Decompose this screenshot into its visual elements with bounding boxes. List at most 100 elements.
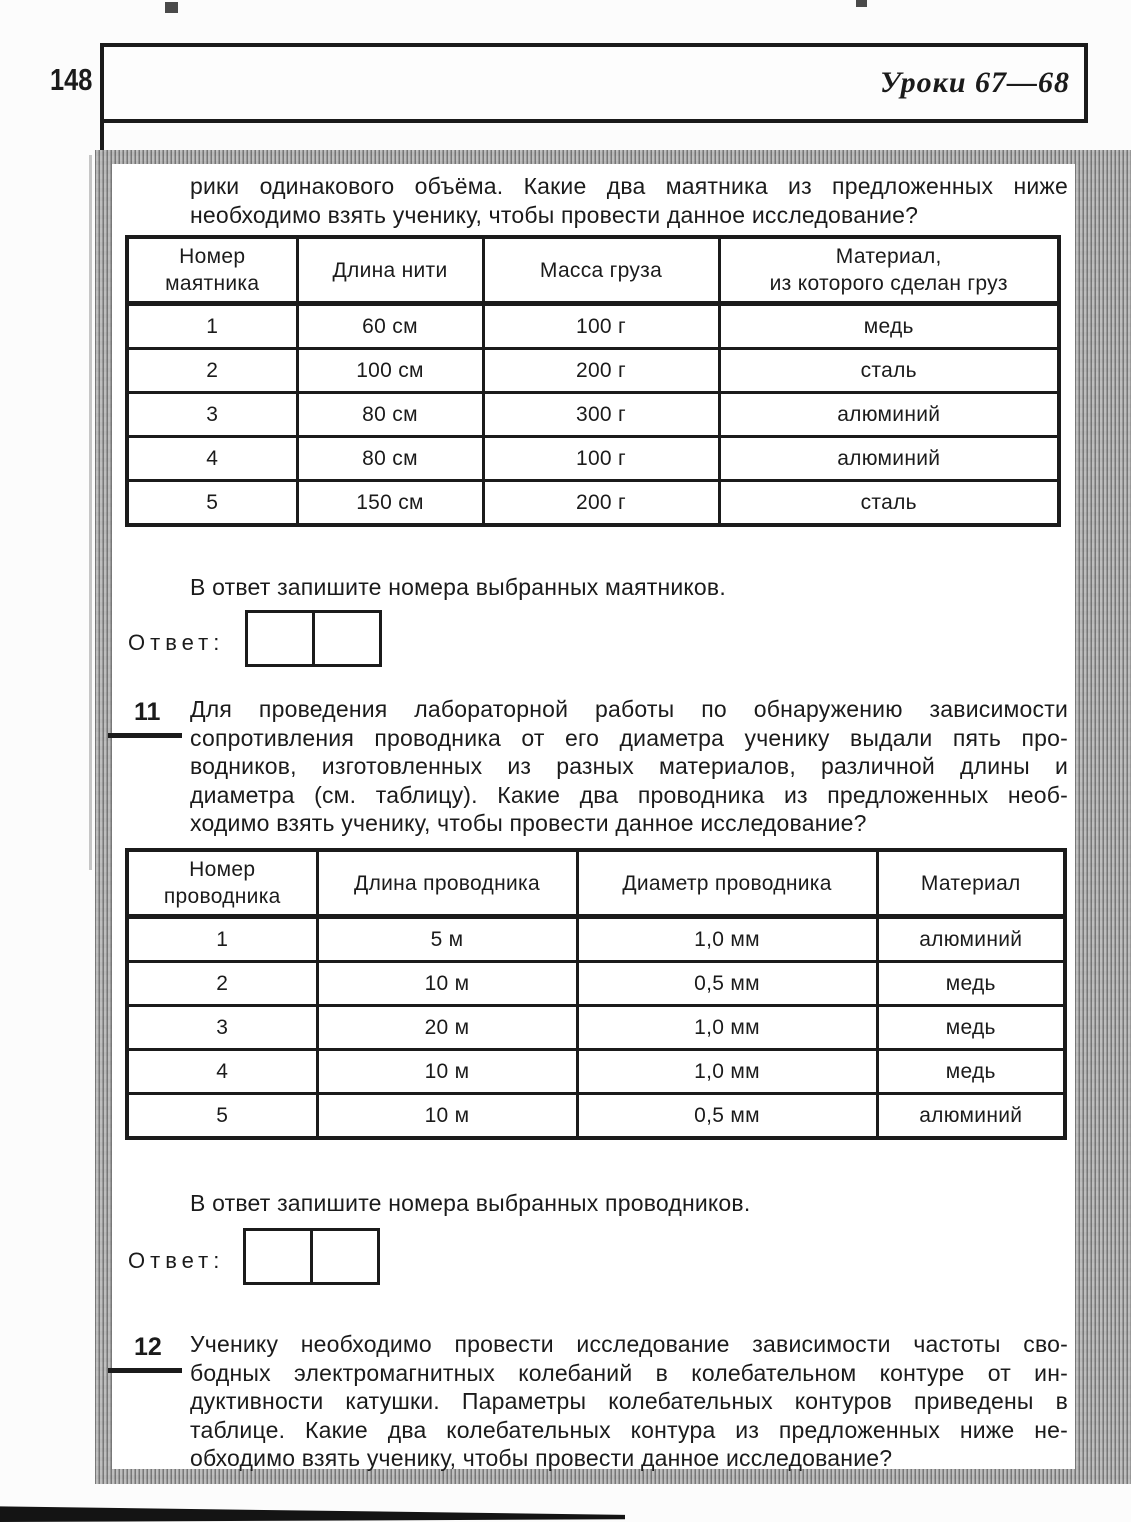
table-cell: 2 xyxy=(125,347,299,394)
table-cell: медь xyxy=(717,302,1061,350)
table-cell: 300 г xyxy=(481,391,721,438)
table-cell: 100 г xyxy=(481,435,721,482)
answer-boxes-2 xyxy=(243,1228,380,1285)
answer-box-cell xyxy=(310,1231,377,1282)
question-11-text: Для проведения лабораторной работы по об… xyxy=(190,695,1068,838)
table-row: 5 150 см 200 г сталь xyxy=(125,479,1061,527)
question-12-text: Ученику необходимо провести исследование… xyxy=(190,1330,1068,1473)
table-cell: 5 м xyxy=(315,915,579,963)
table-row: 4 10 м 1,0 мм медь xyxy=(125,1048,1067,1095)
header-left-border-extension xyxy=(100,123,104,152)
scan-artifact-wedge xyxy=(0,1506,625,1522)
table-cell: 200 г xyxy=(481,479,721,527)
table-cell: 0,5 мм xyxy=(575,1092,879,1140)
text-line: рики одинакового объёма. Какие два маятн… xyxy=(190,173,1068,199)
column-header: Номер маятника xyxy=(125,235,299,306)
table-cell: 1,0 мм xyxy=(575,1004,879,1051)
table-row: 3 80 см 300 г алюминий xyxy=(125,391,1061,438)
table-cell: 10 м xyxy=(315,960,579,1007)
column-header: Номер проводника xyxy=(125,848,319,919)
table-cell: 4 xyxy=(125,1048,319,1095)
table-cell: 80 см xyxy=(295,391,485,438)
answer-label-2: Ответ: xyxy=(128,1248,225,1273)
table-row: 2 100 см 200 г сталь xyxy=(125,347,1061,394)
question-number-11: 11 xyxy=(134,698,161,726)
table-cell: 20 м xyxy=(315,1004,579,1051)
question-11-rule xyxy=(108,733,182,738)
scan-speck xyxy=(856,0,867,7)
table-cell: 5 xyxy=(125,479,299,527)
intro-paragraph: рики одинакового объёма. Какие два маятн… xyxy=(190,172,1068,229)
text-line: Ученику необходимо провести исследование… xyxy=(190,1331,1068,1357)
table-cell: 3 xyxy=(125,391,299,438)
table-cell: 1 xyxy=(125,302,299,350)
table-cell: 1,0 мм xyxy=(575,1048,879,1095)
lessons-header-title: Уроки 67—68 xyxy=(879,66,1070,99)
text-line: диаметра (см. таблицу). Какие два провод… xyxy=(190,781,1068,808)
worksheet-card: рики одинакового объёма. Какие два маятн… xyxy=(108,164,1075,1471)
table-cell: алюминий xyxy=(875,915,1067,963)
table-cell: 60 см xyxy=(295,302,485,350)
table-row: 4 80 см 100 г алюминий xyxy=(125,435,1061,482)
text-line: сопротивления проводника от его диаметра… xyxy=(190,724,1068,751)
column-header: Длина проводника xyxy=(315,848,579,919)
table-cell: алюминий xyxy=(717,391,1061,438)
table-cell: сталь xyxy=(717,347,1061,394)
table-cell: медь xyxy=(875,1004,1067,1051)
table-cell: алюминий xyxy=(875,1092,1067,1140)
table-cell: 150 см xyxy=(295,479,485,527)
table-cell: медь xyxy=(875,1048,1067,1095)
table-cell: 2 xyxy=(125,960,319,1007)
table-row: 5 10 м 0,5 мм алюминий xyxy=(125,1092,1067,1140)
text-line: ходимо взять ученику, чтобы провести дан… xyxy=(190,810,867,836)
column-header: Материал, из которого сделан груз xyxy=(717,235,1061,306)
answer-instruction-1: В ответ запишите номера выбранных маятни… xyxy=(190,574,726,600)
text-line: Для проведения лабораторной работы по об… xyxy=(190,696,1068,722)
scan-shadow-panel: рики одинакового объёма. Какие два маятн… xyxy=(95,150,1131,1484)
table-row: 3 20 м 1,0 мм медь xyxy=(125,1004,1067,1051)
page-number: 148 xyxy=(50,62,93,97)
table-cell: 100 см xyxy=(295,347,485,394)
conductor-table: Номер проводника Длина проводника Диаметр … xyxy=(125,848,1067,1140)
table-cell: алюминий xyxy=(717,435,1061,482)
table-cell: 10 м xyxy=(315,1048,579,1095)
text-line: таблице. Какие два колебательных контура… xyxy=(190,1416,1068,1443)
table-cell: 80 см xyxy=(295,435,485,482)
table-cell: 3 xyxy=(125,1004,319,1051)
text-line: обходимо взять ученику, чтобы провести д… xyxy=(190,1445,893,1471)
page-header-box: Уроки 67—68 xyxy=(100,43,1088,123)
scan-margin-line xyxy=(89,155,92,870)
text-line: водников, изготовленных из разных матери… xyxy=(190,753,1068,779)
column-header: Масса груза xyxy=(481,235,721,306)
table-cell: 0,5 мм xyxy=(575,960,879,1007)
table-cell: 100 г xyxy=(481,302,721,350)
answer-instruction-2: В ответ запишите номера выбранных провод… xyxy=(190,1190,751,1216)
table-cell: 200 г xyxy=(481,347,721,394)
table-header-row: Номер проводника Длина проводника Диаметр … xyxy=(125,848,1067,919)
text-line: дуктивности катушки. Параметры колебател… xyxy=(190,1388,1068,1414)
column-header: Диаметр проводника xyxy=(575,848,879,919)
table-cell: 5 xyxy=(125,1092,319,1140)
table-cell: сталь xyxy=(717,479,1061,527)
text-line: бодных электромагнитных колебаний в коле… xyxy=(190,1359,1068,1386)
question-12-rule xyxy=(108,1368,182,1373)
table-row: 1 60 см 100 г медь xyxy=(125,302,1061,350)
answer-box-cell xyxy=(246,1231,310,1282)
text-line: необходимо взять ученику, чтобы провести… xyxy=(190,201,919,228)
table-cell: 10 м xyxy=(315,1092,579,1140)
column-header: Материал xyxy=(875,848,1067,919)
pendulum-table: Номер маятника Длина нити Масса груза Матер… xyxy=(125,235,1061,527)
table-cell: 1 xyxy=(125,915,319,963)
scan-speck xyxy=(165,2,178,13)
answer-box-cell xyxy=(248,613,312,664)
table-cell: медь xyxy=(875,960,1067,1007)
table-row: 2 10 м 0,5 мм медь xyxy=(125,960,1067,1007)
answer-label-1: Ответ: xyxy=(128,630,225,655)
question-number-12: 12 xyxy=(134,1333,162,1361)
column-header: Длина нити xyxy=(295,235,485,306)
answer-boxes-1 xyxy=(245,610,382,667)
table-header-row: Номер маятника Длина нити Масса груза Матер… xyxy=(125,235,1061,306)
table-cell: 4 xyxy=(125,435,299,482)
